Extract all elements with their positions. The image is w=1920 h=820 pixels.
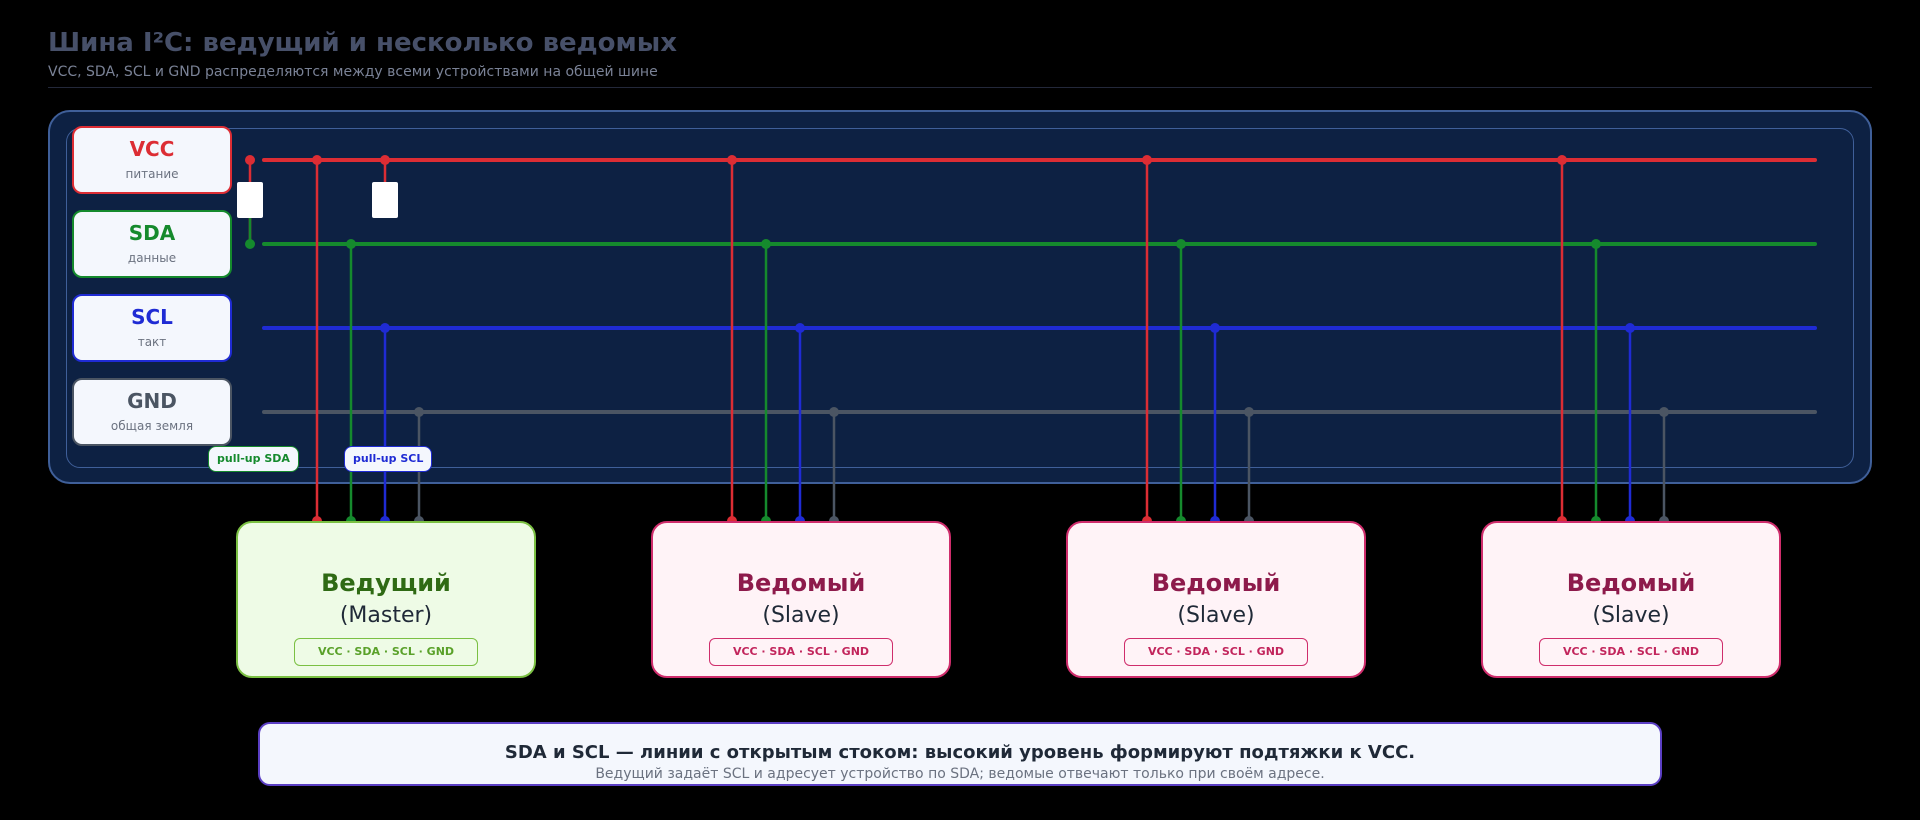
bus-label-gnd: GND общая земля [72, 378, 232, 446]
junction-sda-device-3 [1591, 239, 1601, 249]
junction-scl-device-2 [1210, 323, 1220, 333]
junction-gnd-device-2 [1244, 407, 1254, 417]
bus-label-sda-desc: данные [127, 251, 177, 265]
device-slave-3-name: Ведомый [1566, 569, 1696, 597]
diagram-subtitle: VCC, SDA, SCL и GND распределяются между… [48, 64, 658, 80]
junction-sda-device-2 [1176, 239, 1186, 249]
device-master-name: Ведущий [321, 569, 451, 597]
bus-label-gnd-desc: общая земля [110, 419, 194, 433]
junction-scl-device-0 [380, 323, 390, 333]
pullup-scl-resistor [372, 182, 398, 218]
header-divider [48, 87, 1872, 88]
pullup-sda-resistor [237, 182, 263, 218]
junction-sda-device-1 [761, 239, 771, 249]
junction-gnd-device-0 [414, 407, 424, 417]
device-slave-3: Ведомый (Slave) VCC · SDA · SCL · GND [1481, 521, 1781, 678]
note-sub: Ведущий задаёт SCL и адресует устройство… [595, 766, 1325, 782]
device-master-role: (Master) [339, 603, 433, 628]
bus-inner-frame [66, 128, 1854, 468]
junction-vcc-device-2 [1142, 155, 1152, 165]
open-drain-note: SDA и SCL — линии с открытым стоком: выс… [258, 722, 1662, 786]
device-master-pins: VCC · SDA · SCL · GND [294, 638, 478, 666]
bus-label-sda: SDA данные [72, 210, 232, 278]
junction-vcc-device-3 [1557, 155, 1567, 165]
bus-label-scl-name: SCL [131, 305, 173, 329]
device-slave-3-pins: VCC · SDA · SCL · GND [1539, 638, 1723, 666]
junction-vcc-device-1 [727, 155, 737, 165]
device-slave-2-name: Ведомый [1151, 569, 1281, 597]
bus-label-gnd-name: GND [127, 389, 177, 413]
junction-gnd-device-3 [1659, 407, 1669, 417]
device-slave-1: Ведомый (Slave) VCC · SDA · SCL · GND [651, 521, 951, 678]
junction-scl-device-3 [1625, 323, 1635, 333]
junction-scl-device-1 [795, 323, 805, 333]
bus-label-vcc-name: VCC [129, 137, 175, 161]
pullup-sda-junction-sda [245, 239, 255, 249]
device-slave-1-role: (Slave) [762, 603, 840, 628]
device-slave-2-role: (Slave) [1177, 603, 1255, 628]
bus-label-scl-desc: такт [137, 335, 167, 349]
device-slave-1-name: Ведомый [736, 569, 866, 597]
device-slave-2-pins: VCC · SDA · SCL · GND [1124, 638, 1308, 666]
note-main: SDA и SCL — линии с открытым стоком: выс… [504, 742, 1416, 763]
bus-label-vcc-desc: питание [125, 167, 179, 181]
bus-label-scl: SCL такт [72, 294, 232, 362]
device-master: Ведущий (Master) VCC · SDA · SCL · GND [236, 521, 536, 678]
diagram-title: Шина I²C: ведущий и несколько ведомых [48, 28, 678, 58]
bus-label-sda-name: SDA [128, 221, 176, 245]
pullup-scl-junction-vcc [380, 155, 390, 165]
diagram-header: Шина I²C: ведущий и несколько ведомых VC… [48, 28, 1872, 80]
junction-gnd-device-1 [829, 407, 839, 417]
device-slave-2: Ведомый (Slave) VCC · SDA · SCL · GND [1066, 521, 1366, 678]
pullup-scl-label: pull-up SCL [344, 446, 433, 472]
bus-label-vcc: VCC питание [72, 126, 232, 194]
device-slave-1-pins: VCC · SDA · SCL · GND [709, 638, 893, 666]
junction-sda-device-0 [346, 239, 356, 249]
junction-vcc-device-0 [312, 155, 322, 165]
device-slave-3-role: (Slave) [1592, 603, 1670, 628]
pullup-sda-junction-vcc [245, 155, 255, 165]
pullup-sda-label: pull-up SDA [208, 446, 299, 472]
